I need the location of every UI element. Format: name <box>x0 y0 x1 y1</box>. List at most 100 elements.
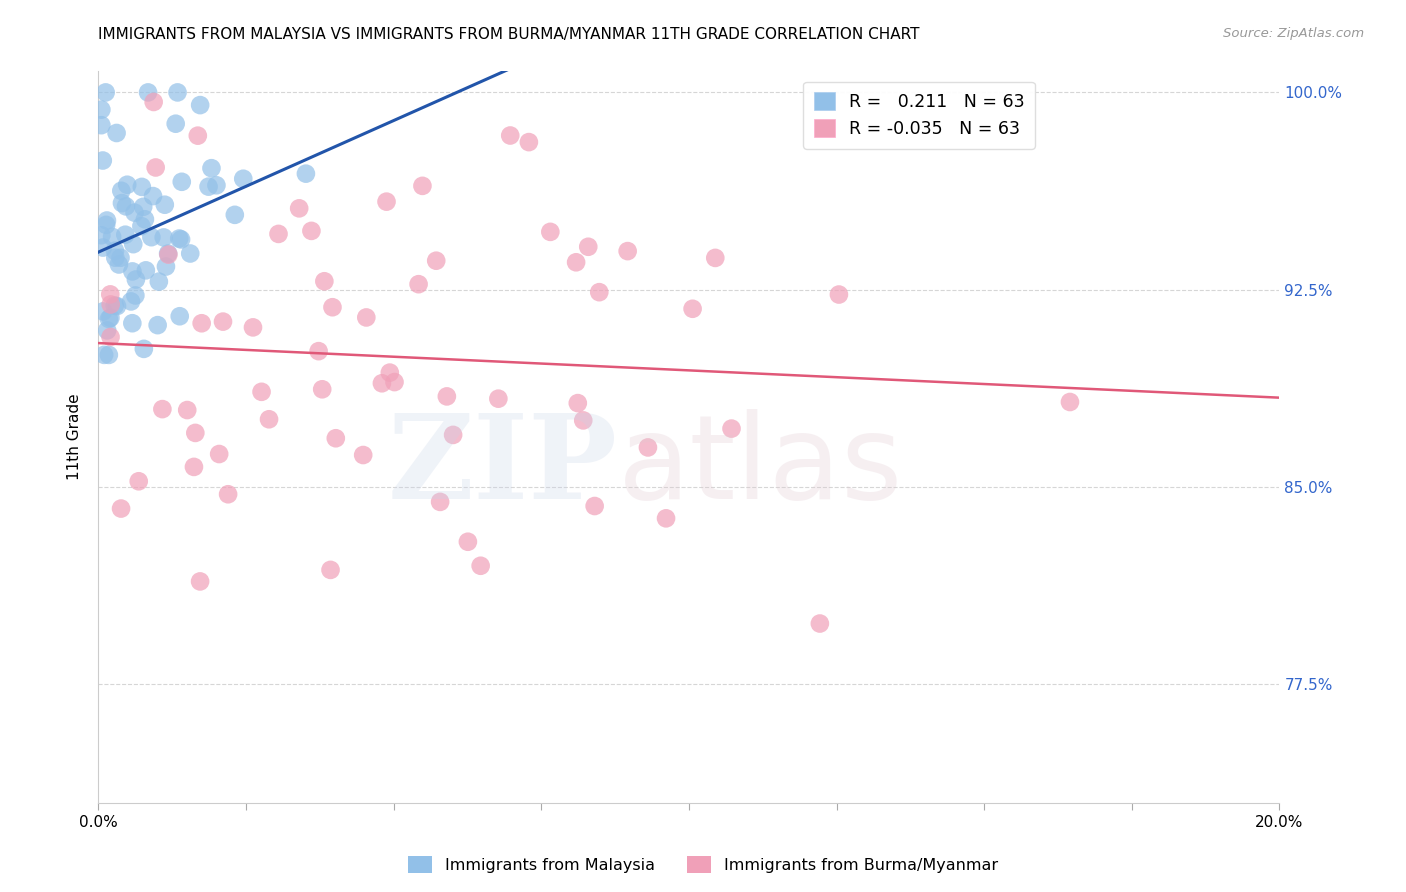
Point <box>217 487 239 501</box>
Point <box>499 128 522 143</box>
Point <box>411 178 433 193</box>
Point <box>704 251 727 265</box>
Point <box>408 277 430 292</box>
Point <box>299 224 322 238</box>
Point <box>134 212 156 227</box>
Text: IMMIGRANTS FROM MALAYSIA VS IMMIGRANTS FROM BURMA/MYANMAR 11TH GRADE CORRELATION: IMMIGRANTS FROM MALAYSIA VS IMMIGRANTS F… <box>98 27 920 42</box>
Point <box>104 251 127 265</box>
Point <box>184 425 207 440</box>
Point <box>167 231 190 245</box>
Legend: R =   0.211   N = 63, R = -0.035   N = 63: R = 0.211 N = 63, R = -0.035 N = 63 <box>803 81 1035 149</box>
Point <box>104 244 127 258</box>
Point <box>187 128 209 143</box>
Point <box>205 178 228 193</box>
Point <box>1059 395 1081 409</box>
Point <box>352 448 374 462</box>
Point <box>425 253 447 268</box>
Point <box>166 86 188 100</box>
Point <box>224 208 246 222</box>
Point <box>124 205 146 219</box>
Point <box>583 499 606 513</box>
Point <box>96 213 118 227</box>
Point <box>375 194 398 209</box>
Point <box>114 227 136 242</box>
Point <box>110 184 132 198</box>
Point <box>100 310 122 325</box>
Point <box>576 240 599 254</box>
Text: ZIP: ZIP <box>388 409 619 524</box>
Point <box>384 375 406 389</box>
Point <box>90 118 112 132</box>
Point <box>128 475 150 489</box>
Point <box>295 167 318 181</box>
Point <box>91 241 114 255</box>
Point <box>325 431 347 445</box>
Point <box>188 98 211 112</box>
Point <box>125 272 148 286</box>
Point <box>131 219 153 234</box>
Point <box>105 299 128 313</box>
Point <box>90 228 112 243</box>
Point <box>157 246 180 260</box>
Point <box>104 299 127 313</box>
Point <box>115 178 138 192</box>
Point <box>97 348 120 362</box>
Point <box>720 421 742 435</box>
Point <box>257 412 280 426</box>
Point <box>90 103 112 117</box>
Point <box>457 534 479 549</box>
Point <box>197 179 219 194</box>
Point <box>105 126 128 140</box>
Point <box>165 117 187 131</box>
Point <box>319 563 342 577</box>
Point <box>232 171 254 186</box>
Point <box>131 180 153 194</box>
Point <box>567 396 589 410</box>
Point <box>115 199 138 213</box>
Y-axis label: 11th Grade: 11th Grade <box>67 393 83 481</box>
Text: atlas: atlas <box>619 409 904 524</box>
Point <box>250 384 273 399</box>
Point <box>170 232 193 246</box>
Point <box>96 218 118 232</box>
Point <box>132 342 155 356</box>
Point <box>110 501 132 516</box>
Point <box>208 447 231 461</box>
Point <box>200 161 222 176</box>
Point <box>96 323 118 337</box>
Point <box>93 348 115 362</box>
Point <box>135 263 157 277</box>
Point <box>179 246 201 260</box>
Point <box>190 316 212 330</box>
Point <box>436 389 458 403</box>
Point <box>136 86 159 100</box>
Point <box>242 320 264 334</box>
Point <box>152 230 174 244</box>
Point <box>94 86 117 100</box>
Point <box>616 244 638 259</box>
Point <box>183 459 205 474</box>
Point <box>655 511 678 525</box>
Point <box>122 237 145 252</box>
Point <box>169 310 191 324</box>
Point <box>100 297 122 311</box>
Point <box>91 304 114 318</box>
Point <box>145 161 167 175</box>
Point <box>120 294 142 309</box>
Point <box>97 312 120 326</box>
Point <box>486 392 509 406</box>
Point <box>356 310 378 325</box>
Point <box>188 574 211 589</box>
Point <box>155 260 177 274</box>
Point <box>212 315 235 329</box>
Point <box>176 403 198 417</box>
Point <box>121 316 143 330</box>
Point <box>441 428 464 442</box>
Point <box>267 227 290 241</box>
Point <box>470 558 492 573</box>
Point <box>378 366 401 380</box>
Point <box>153 198 176 212</box>
Point <box>100 330 122 344</box>
Point <box>157 247 180 261</box>
Point <box>517 135 540 149</box>
